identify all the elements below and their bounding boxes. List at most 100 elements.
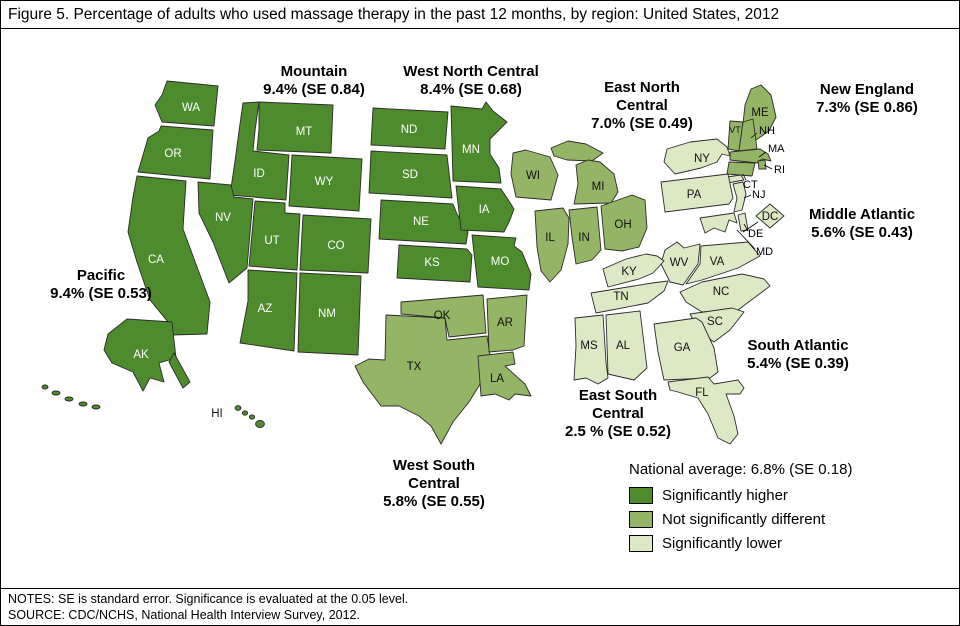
state-co [299,214,372,274]
state-mt [256,101,334,154]
state-label-ri: RI [774,164,785,176]
legend: National average: 6.8% (SE 0.18) Signifi… [629,461,949,559]
state-wy [288,154,363,212]
alaska-aleutian-islands [41,384,101,410]
state-ia [455,185,515,233]
state-id [229,101,290,201]
state-label-la: LA [490,373,504,385]
state-labels: WA OR CA AK HI MT ID WY NV UT CO AZ NM N… [133,102,778,420]
state-label-al: AL [616,340,631,352]
state-label-nd: ND [401,124,418,136]
state-label-me: ME [751,107,769,119]
annotation-east-south-central: East South Central 2.5 % (SE 0.52) [551,387,685,441]
annotation-line: 5.8% (SE 0.55) [383,493,485,510]
annotation-middle-atlantic: Middle Atlantic 5.6% (SE 0.43) [787,206,937,242]
leader-nj [743,194,752,199]
state-nj [732,181,747,213]
legend-swatch-significantly-lower [629,535,653,552]
figure-title: Figure 5. Percentage of adults who used … [8,6,780,23]
state-label-il: IL [545,232,555,244]
legend-label-significantly-higher: Significantly higher [662,487,788,504]
figure-notes: NOTES: SE is standard error. Significanc… [8,592,409,606]
state-label-or: OR [164,148,181,160]
state-label-sd: SD [402,169,418,181]
leader-de [743,223,749,232]
annotation-new-england: New England 7.3% (SE 0.86) [792,81,942,117]
state-mi-upper [550,140,604,162]
state-ne [378,199,469,245]
state-label-ny: NY [694,153,710,165]
state-ok [400,294,487,338]
state-ks [396,244,473,283]
state-label-tx: TX [407,361,422,373]
state-sd [368,150,453,199]
leader-dc [742,221,759,233]
annotation-line: Pacific [76,267,126,284]
state-al [605,310,648,381]
state-tx [354,314,492,445]
annotation-line: 5.6% (SE 0.43) [811,224,913,241]
legend-item-significantly-higher: Significantly higher [629,487,949,504]
state-label-wa: WA [182,102,200,114]
legend-item-significantly-lower: Significantly lower [629,535,949,552]
state-label-co: CO [327,240,344,252]
state-label-md: MD [756,246,773,258]
annotation-east-north-central: East North Central 7.0% (SE 0.49) [577,79,707,133]
state-label-az: AZ [258,303,273,315]
state-label-va: VA [710,256,725,268]
state-label-ks: KS [424,257,440,269]
state-nc [679,273,771,313]
state-label-ky: KY [621,266,637,278]
annotation-line: New England [819,81,915,98]
state-label-ne: NE [413,216,429,228]
state-va [685,241,761,285]
state-label-ca: CA [148,254,164,266]
state-label-ms: MS [580,340,598,352]
state-ct [726,161,756,177]
state-label-ok: OK [434,310,451,322]
state-label-wi: WI [526,170,540,182]
annotation-west-north-central: West North Central 8.4% (SE 0.68) [381,63,561,99]
annotation-line: Central [616,97,668,114]
annotation-line: 5.4% (SE 0.39) [747,355,849,372]
legend-label-significantly-lower: Significantly lower [662,535,783,552]
state-ca [127,175,211,336]
state-ky [602,253,665,288]
state-label-wv: WV [670,257,689,269]
state-tn [590,280,669,314]
state-label-dc: DC [762,211,779,223]
state-pa [660,173,734,213]
state-la [477,351,532,401]
leader-ri [763,164,773,170]
figure-source: SOURCE: CDC/NCHS, National Health Interv… [8,608,360,622]
legend-label-not-significantly-different: Not significantly different [662,511,826,528]
notes-separator [1,588,959,589]
state-ga [653,317,719,381]
annotation-line: Mountain [280,63,348,80]
legend-swatch-not-significantly-different [629,511,653,528]
state-label-nh: NH [759,125,775,137]
state-label-mi: MI [592,181,605,193]
annotation-line: East North [604,79,680,96]
annotation-line: 2.5 % (SE 0.52) [565,423,671,440]
state-label-ga: GA [674,342,691,354]
state-label-ct: CT [743,179,758,191]
state-label-pa: PA [687,189,702,201]
annotation-line: 9.4% (SE 0.53) [50,285,152,302]
annotation-line: Middle Atlantic [808,206,916,223]
state-label-sc: SC [707,316,723,328]
state-md [699,212,738,234]
state-label-ma: MA [768,143,785,155]
state-in [568,206,602,265]
state-label-ia: IA [479,204,490,216]
state-ms [573,314,609,385]
annotation-line: East South [578,387,658,404]
annotation-line: Central [592,405,644,422]
annotation-pacific: Pacific 9.4% (SE 0.53) [21,267,181,303]
leader-ct [742,173,747,181]
state-label-vt: VT [729,125,741,135]
state-label-de: DE [748,228,763,240]
state-label-nm: NM [318,308,336,320]
state-label-nj: NJ [752,189,765,201]
